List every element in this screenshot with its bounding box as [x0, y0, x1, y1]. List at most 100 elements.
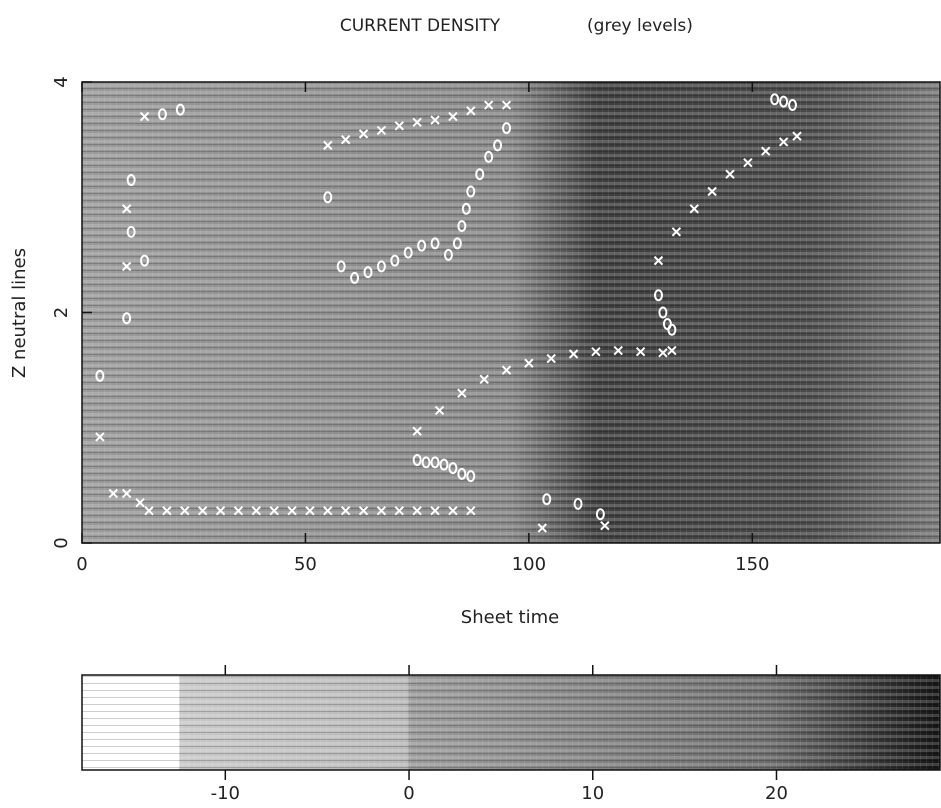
circle-marker	[573, 497, 583, 510]
circle-marker	[430, 456, 440, 469]
cross-marker	[108, 488, 118, 499]
cross-marker	[792, 131, 802, 141]
chart-subtitle: (grey levels)	[587, 16, 693, 36]
cross-marker	[358, 506, 369, 516]
circle-marker	[430, 237, 440, 250]
cross-marker	[671, 227, 682, 237]
cross-marker	[501, 100, 512, 110]
cross-marker	[215, 506, 226, 516]
y-axis-label: Z neutral lines	[9, 248, 30, 378]
y-tick-label: 4	[51, 76, 72, 87]
cross-marker	[430, 506, 440, 516]
cross-marker	[121, 261, 132, 272]
cross-marker	[340, 134, 351, 145]
circle-marker	[595, 508, 605, 521]
circle-marker	[95, 369, 105, 382]
cross-marker	[323, 506, 333, 516]
circle-marker	[336, 260, 346, 273]
circle-marker	[493, 139, 503, 152]
colorbar-texture	[82, 675, 940, 770]
cross-marker	[448, 111, 458, 122]
circle-marker	[653, 289, 663, 302]
cross-marker	[430, 115, 440, 125]
circle-marker	[140, 254, 150, 267]
x-axis-label: Sheet time	[461, 607, 559, 628]
cross-marker	[613, 345, 623, 356]
circle-marker	[461, 202, 471, 215]
circle-marker	[126, 225, 136, 238]
cross-marker	[568, 349, 579, 359]
cross-marker	[743, 157, 753, 168]
circle-marker	[175, 103, 185, 116]
cross-marker	[483, 100, 494, 110]
circle-marker	[667, 323, 677, 336]
colorbar-frame	[81, 674, 941, 771]
cross-marker	[635, 346, 646, 357]
circle-marker	[788, 99, 798, 112]
cross-marker	[358, 129, 369, 139]
circle-marker	[658, 306, 668, 319]
cross-marker	[725, 169, 735, 179]
circle-marker	[376, 260, 386, 273]
cross-marker	[394, 121, 404, 131]
x-tick-label: 50	[294, 554, 317, 575]
colorbar-tick-label: 10	[581, 783, 604, 804]
circle-marker	[126, 173, 136, 186]
circle-marker	[466, 185, 476, 198]
cross-marker	[457, 388, 467, 398]
cross-marker	[707, 186, 717, 197]
density-texture	[82, 82, 940, 543]
circle-marker	[484, 150, 494, 163]
x-tick-label: 0	[76, 554, 87, 575]
circle-marker	[412, 454, 422, 467]
circle-marker	[439, 458, 449, 471]
cross-marker	[434, 405, 445, 416]
circle-marker	[443, 248, 453, 261]
circle-marker	[466, 470, 476, 483]
cross-marker	[305, 506, 315, 516]
chart-title: CURRENT DENSITY	[340, 16, 501, 36]
cross-marker	[667, 345, 677, 356]
cross-marker	[144, 506, 154, 516]
cross-marker	[689, 204, 699, 214]
circle-marker	[502, 122, 512, 135]
circle-marker	[363, 266, 373, 279]
cross-marker	[600, 521, 610, 531]
cross-marker	[524, 358, 534, 368]
colorbar-tick-label: 20	[765, 783, 788, 804]
cross-marker	[162, 506, 172, 516]
circle-marker	[770, 93, 780, 106]
cross-marker	[121, 488, 132, 499]
circle-marker	[403, 246, 413, 259]
cross-marker	[466, 506, 476, 516]
cross-marker	[778, 137, 789, 147]
cross-marker	[537, 523, 547, 533]
cross-marker	[412, 426, 422, 436]
circle-marker	[157, 108, 167, 121]
cross-marker	[479, 374, 489, 385]
cross-marker	[466, 106, 476, 116]
circle-marker	[417, 239, 427, 252]
y-tick-label: 0	[51, 537, 72, 548]
circle-marker	[457, 220, 467, 233]
cross-marker	[653, 255, 664, 266]
cross-marker	[658, 348, 668, 358]
x-tick-label: 150	[735, 554, 769, 575]
circle-marker	[421, 456, 431, 469]
x-tick-label: 100	[512, 554, 546, 575]
cross-marker	[269, 506, 279, 516]
y-tick-label: 2	[51, 307, 72, 318]
cross-marker	[233, 506, 244, 516]
cross-marker	[135, 497, 145, 508]
cross-marker	[546, 353, 556, 364]
cross-marker	[323, 140, 333, 151]
circle-marker	[390, 254, 400, 267]
circle-marker	[457, 467, 467, 480]
cross-marker	[121, 204, 132, 214]
cross-marker	[197, 506, 208, 516]
colorbar-tick-label: 0	[403, 783, 414, 804]
cross-marker	[139, 111, 150, 122]
cross-marker	[376, 125, 387, 136]
circle-marker	[448, 462, 458, 475]
